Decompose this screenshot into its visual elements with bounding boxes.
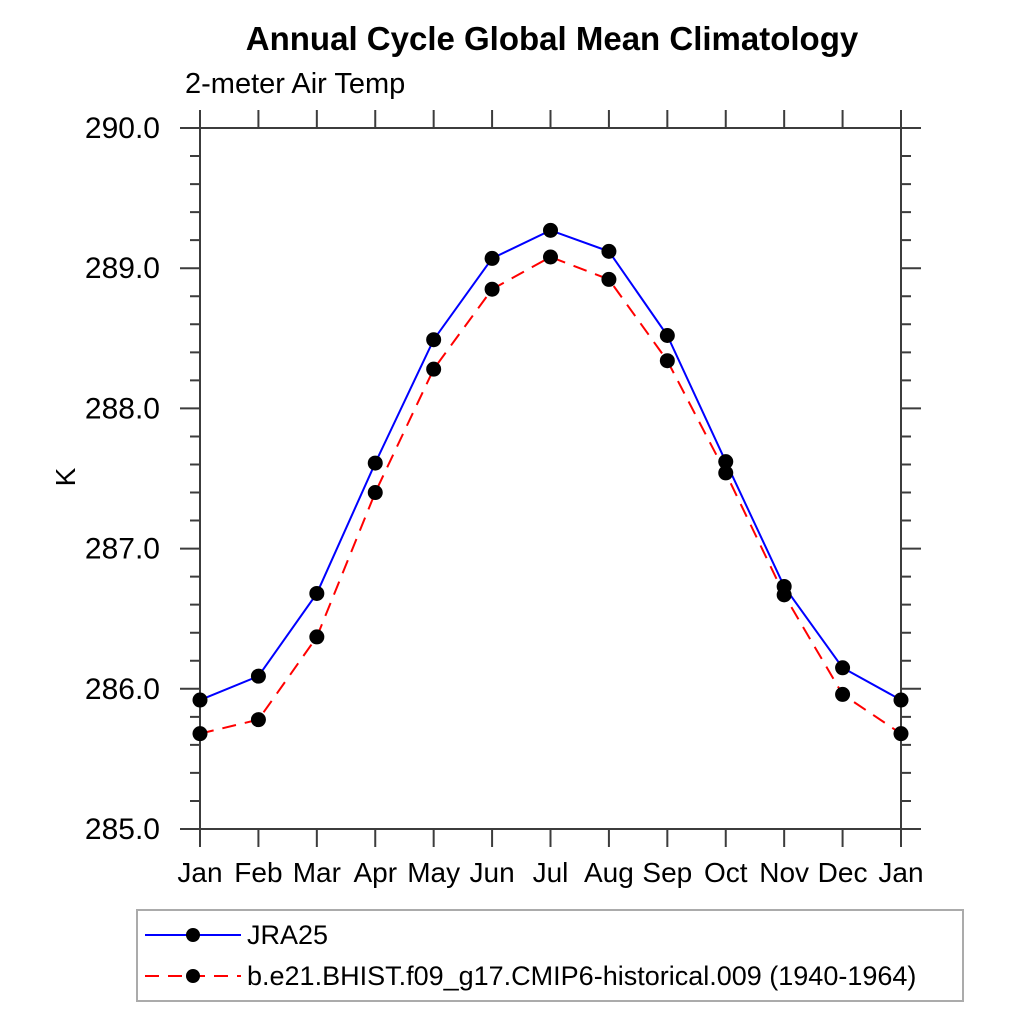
x-tick-label: Dec	[818, 857, 868, 888]
data-point-marker-1	[484, 281, 500, 297]
x-tick-label: Mar	[293, 857, 341, 888]
data-point-marker-1	[893, 726, 909, 742]
y-tick-label: 289.0	[85, 252, 160, 285]
legend-marker-icon	[186, 928, 200, 942]
data-point-marker-1	[718, 465, 734, 481]
x-tick-label: Sep	[642, 857, 692, 888]
data-point-marker-0	[893, 692, 909, 708]
y-tick-label: 287.0	[85, 533, 160, 566]
y-tick-label: 290.0	[85, 112, 160, 145]
legend-label: b.e21.BHIST.f09_g17.CMIP6-historical.009…	[247, 960, 917, 991]
data-point-marker-0	[192, 692, 208, 708]
y-tick-label: 285.0	[85, 813, 160, 846]
x-tick-label: Feb	[234, 857, 282, 888]
x-tick-label: May	[407, 857, 460, 888]
x-tick-label: Jan	[177, 857, 222, 888]
data-point-marker-0	[309, 585, 325, 601]
y-tick-label: 286.0	[85, 673, 160, 706]
chart-subtitle: 2-meter Air Temp	[185, 68, 406, 100]
legend-label: JRA25	[247, 919, 329, 950]
data-point-marker-0	[659, 327, 675, 343]
data-point-marker-1	[192, 726, 208, 742]
data-point-marker-1	[367, 485, 383, 501]
x-tick-label: Jun	[470, 857, 515, 888]
data-point-marker-0	[250, 668, 266, 684]
legend-line-sample-solid	[145, 928, 241, 942]
x-tick-label: Oct	[704, 857, 748, 888]
x-tick-label: Apr	[353, 857, 397, 888]
data-point-marker-0	[426, 332, 442, 348]
data-point-marker-0	[367, 455, 383, 471]
data-point-marker-0	[543, 222, 558, 238]
data-point-marker-1	[426, 361, 442, 377]
x-tick-label: Jan	[878, 857, 923, 888]
data-point-marker-1	[543, 249, 558, 265]
axis-ticks	[180, 110, 921, 847]
data-point-marker-1	[601, 271, 617, 287]
series-line-0	[199, 229, 902, 701]
data-point-marker-1	[776, 587, 792, 603]
x-tick-label: Aug	[584, 857, 634, 888]
legend-marker-icon	[186, 969, 200, 983]
data-point-marker-0	[601, 243, 617, 259]
series-line-1	[199, 255, 902, 735]
data-point-marker-0	[718, 454, 734, 470]
chart-title: Annual Cycle Global Mean Climatology	[245, 20, 859, 57]
x-tick-label: Jul	[533, 857, 569, 888]
y-tick-label: 288.0	[85, 392, 160, 425]
x-tick-label: Nov	[759, 857, 809, 888]
legend-item-model: b.e21.BHIST.f09_g17.CMIP6-historical.009…	[143, 956, 962, 997]
data-point-marker-0	[484, 250, 500, 266]
data-point-marker-1	[835, 686, 851, 702]
data-point-marker-1	[659, 353, 675, 369]
data-point-marker-1	[250, 712, 266, 728]
legend-item-jra25: JRA25	[143, 915, 962, 956]
legend: JRA25 b.e21.BHIST.f09_g17.CMIP6-historic…	[136, 909, 964, 1002]
legend-line-sample-dashed	[145, 969, 241, 983]
data-point-marker-0	[835, 660, 851, 676]
data-point-marker-1	[309, 629, 325, 645]
